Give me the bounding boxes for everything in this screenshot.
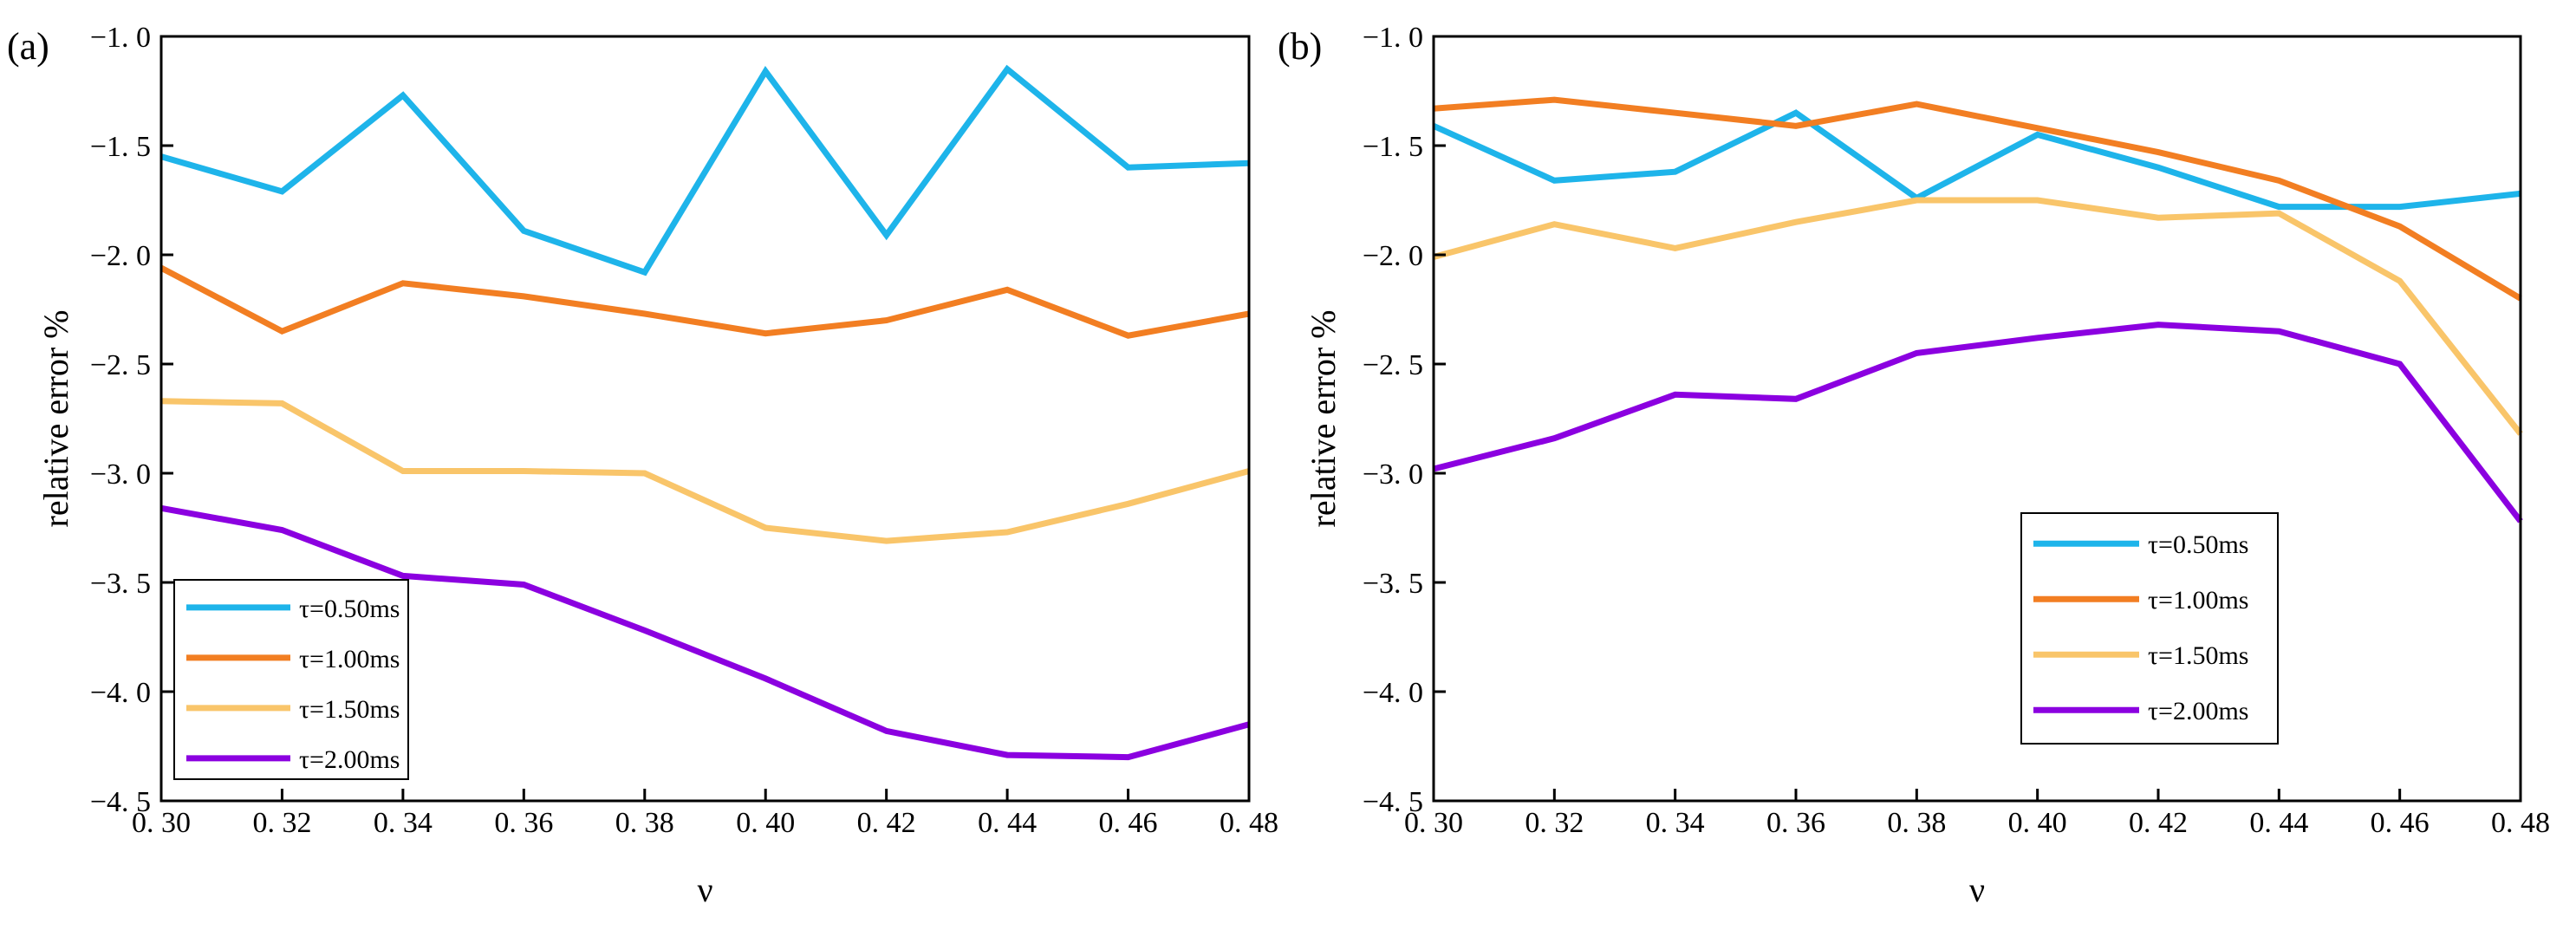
panel-b-x-tick-label: 0. 32 [1525, 807, 1584, 839]
panel-a-legend-box [173, 579, 409, 780]
panel-a-x-axis-title: ν [697, 870, 712, 909]
panel-a-x-tick-label: 0. 34 [374, 807, 433, 839]
panel-b-panel-label: (b) [1278, 25, 1322, 68]
panel-a-y-axis-title: relative error % [36, 310, 75, 528]
panel-b-legend-label-1: τ=0.50ms [2148, 530, 2248, 559]
panel-a-chart: 0. 30 0. 32 0. 34 0. 36 0. 38 0. 40 0. 42 0. 44… [7, 22, 1278, 909]
panel-a-x-tick-label: 0. 46 [1099, 807, 1158, 839]
panel-a-panel-label: (a) [7, 25, 49, 68]
panel-b-x-tick-label: 0. 48 [2491, 807, 2550, 839]
panel-b-axes-frame [1432, 35, 2522, 803]
panel-b-y-tick-label: −2. 0 [1363, 240, 1423, 272]
panel-b-x-tick-label: 0. 34 [1646, 807, 1705, 839]
panel-b-y-axis-title: relative error % [1304, 310, 1343, 528]
panel-b-x-axis-title: ν [1969, 870, 1985, 909]
panel-a-x-tick-label: 0. 48 [1220, 807, 1278, 839]
panel-a-y-tick-label: −2. 5 [90, 349, 151, 381]
panel-a-axes-frame [159, 35, 1251, 803]
panel-b-series-line-1 [1432, 109, 2521, 211]
panel-b-legend-label-4: τ=2.00ms [2148, 697, 2248, 725]
panel-b-legend-box [2020, 512, 2279, 745]
panel-b-x-tick-label: 0. 40 [2008, 807, 2067, 839]
panel-b-y-tick-label: −4. 0 [1363, 677, 1423, 709]
panel-b-series-line-3 [1433, 197, 2523, 436]
panel-a-y-tick-label: −1. 0 [90, 22, 151, 54]
panel-a-legend-label-4: τ=2.00ms [299, 745, 400, 774]
panel-a-x-tick-label: 0. 32 [252, 807, 311, 839]
panel-a-y-tick-label: −3. 5 [90, 568, 151, 600]
panel-b-y-tick-label: −3. 5 [1363, 568, 1423, 600]
panel-a-legend-label-1: τ=0.50ms [299, 595, 400, 623]
panel-a-x-tick-label: 0. 36 [494, 807, 553, 839]
panel-a-y-tick-label: −1. 5 [90, 131, 151, 163]
panel-a-y-tick-label: −3. 0 [90, 458, 151, 491]
panel-a-x-tick-label: 0. 30 [132, 807, 191, 839]
panel-b-y-tick-label: −3. 0 [1363, 458, 1423, 491]
panel-a-y-tick-label: −4. 5 [90, 786, 151, 818]
panel-b-y-tick-label: −4. 5 [1363, 786, 1423, 818]
panel-b-chart: 0. 30 0. 32 0. 34 0. 36 0. 38 0. 40 0. 42 0. 44… [1278, 22, 2550, 909]
panel-b-x-tick-label: 0. 42 [2129, 807, 2188, 839]
panel-b-x-tick-label: 0. 30 [1404, 807, 1463, 839]
panel-b-x-tick-label: 0. 46 [2371, 807, 2430, 839]
panel-a-x-tick-label: 0. 40 [736, 807, 795, 839]
panel-a-x-tick-label: 0. 38 [615, 807, 674, 839]
panel-b-x-tick-label: 0. 38 [1887, 807, 1946, 839]
panel-a-legend-label-3: τ=1.50ms [299, 695, 400, 724]
panel-b-x-tick-label: 0. 44 [2249, 807, 2308, 839]
panel-a-y-tick-label: −4. 0 [90, 677, 151, 709]
panel-a-series-line-4 [160, 504, 1250, 761]
panel-b-series-line-2 [1433, 96, 2522, 302]
panel-b-x-tick-label: 0. 36 [1766, 807, 1825, 839]
panel-a-x-tick-label: 0. 44 [978, 807, 1037, 839]
panel-a-series-line-3 [160, 398, 1250, 544]
panel-b-legend-label-3: τ=1.50ms [2148, 641, 2248, 670]
panel-a-series-line-1 [160, 64, 1250, 276]
panel-b-series-line-4 [1433, 322, 2523, 524]
panel-a-y-tick-label: −2. 0 [90, 240, 151, 272]
panel-b-y-tick-label: −1. 0 [1363, 22, 1423, 54]
panel-b-y-tick-label: −2. 5 [1363, 349, 1423, 381]
panel-a-x-tick-label: 0. 42 [857, 807, 916, 839]
panel-b-legend-label-2: τ=1.00ms [2148, 586, 2248, 615]
panel-b-legend: τ=0.50ms τ=1.00ms τ=1.50ms τ=2.00ms [2020, 512, 2279, 745]
panel-b-y-tick-label: −1. 5 [1363, 131, 1423, 163]
panel-a-legend-label-2: τ=1.00ms [299, 645, 400, 673]
panel-a-legend: τ=0.50ms τ=1.00ms τ=1.50ms τ=2.00ms [173, 579, 409, 780]
panel-a-series-line-2 [159, 265, 1250, 339]
